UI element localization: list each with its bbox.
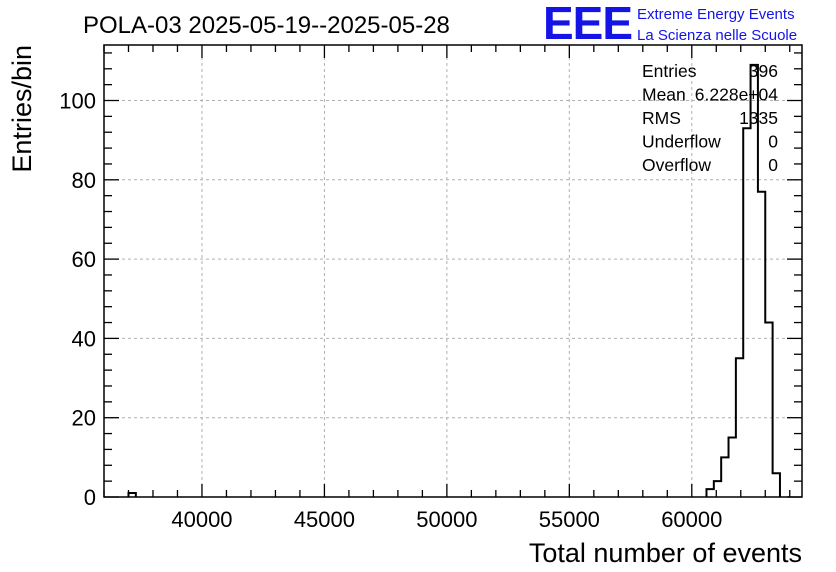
eee-logo-mark: EEE	[543, 0, 632, 49]
stats-value: 396	[749, 61, 778, 81]
y-tick-label: 0	[84, 485, 96, 510]
histogram-bin	[714, 481, 721, 497]
stats-value: 1335	[739, 108, 778, 128]
stats-label: RMS	[642, 108, 681, 128]
histogram-bin	[721, 457, 728, 497]
histogram-bin	[765, 323, 772, 497]
eee-logo-line2: La Scienza nelle Scuole	[637, 27, 797, 44]
x-tick-label: 55000	[539, 507, 600, 532]
y-tick-label: 20	[72, 406, 96, 431]
y-axis-ticks: 0 20 40 60 80 100	[59, 52, 802, 510]
histogram-bin	[751, 65, 758, 497]
histogram-bin	[706, 489, 713, 497]
stats-label: Mean	[642, 85, 686, 105]
stats-value: 0	[768, 155, 778, 175]
y-tick-label: 100	[59, 89, 96, 114]
x-tick-label: 40000	[171, 507, 232, 532]
x-axis-label: Total number of events	[529, 538, 802, 568]
x-tick-label: 50000	[416, 507, 477, 532]
histogram-outline	[127, 63, 781, 497]
eee-logo: EEE Extreme Energy Events La Scienza nel…	[543, 0, 797, 49]
plot-frame	[103, 44, 803, 498]
histogram-bins	[128, 65, 779, 497]
x-tick-label: 45000	[294, 507, 355, 532]
eee-logo-line1: Extreme Energy Events	[637, 6, 795, 23]
y-tick-label: 80	[72, 168, 96, 193]
histogram-bin	[729, 438, 736, 497]
stats-label: Overflow	[642, 155, 711, 175]
x-axis-ticks: 40000 45000 50000 55000 60000	[103, 45, 791, 532]
histogram-bin	[743, 128, 750, 497]
stats-value: 0	[768, 132, 778, 152]
chart-title: POLA-03 2025-05-19--2025-05-28	[83, 12, 450, 39]
stats-value: 6.228e+04	[695, 85, 778, 105]
histogram-bin	[773, 473, 780, 497]
stats-label: Entries	[642, 61, 697, 81]
stats-label: Underflow	[642, 132, 721, 152]
grid-lines	[104, 45, 802, 497]
y-tick-label: 60	[72, 247, 96, 272]
histogram-bin	[736, 358, 743, 497]
stats-box: Entries 396 Mean 6.228e+04 RMS 1335 Underflow 0…	[642, 61, 778, 175]
x-tick-label: 60000	[661, 507, 722, 532]
y-axis-label: Entries/bin	[7, 45, 37, 173]
histogram-bin	[758, 192, 765, 497]
y-tick-label: 40	[72, 326, 96, 351]
